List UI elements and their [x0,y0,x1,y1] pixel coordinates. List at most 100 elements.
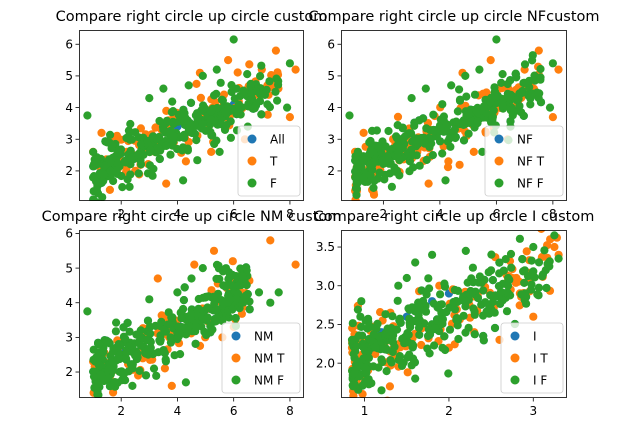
data-point-i-f [388,334,397,343]
data-point-i-f [415,303,424,312]
data-point-f [263,100,272,109]
data-point-nm-f [143,316,153,325]
data-point-nm-t [266,236,275,245]
x-tick-label: 6 [230,404,238,418]
data-point-nm-f [174,322,183,332]
data-point-f [134,169,143,178]
data-point-f [123,175,132,184]
data-point-nf-t [444,157,453,166]
data-point-nf-t [455,160,464,169]
data-point-i-f [495,269,504,278]
data-point-i-f [411,374,420,383]
y-tick-label: 4 [65,296,73,310]
data-point-f [193,156,202,165]
data-point-nf-f [487,93,496,102]
y-tick-label: 2 [327,164,335,178]
legend-label: I T [533,351,548,365]
data-point-i-f [487,266,496,275]
data-point-nf-f [459,136,469,145]
data-point-i-f [473,293,483,303]
data-point-nm-f [96,370,105,379]
data-point-i-f [382,367,391,376]
data-point-nm-f [157,317,166,326]
data-point-nf-f [473,117,482,126]
data-point-i-f [452,315,461,324]
data-point-i-t [417,340,426,350]
data-point-nf-f [380,175,389,184]
data-point-f [247,89,256,98]
data-point-nm-f [125,327,134,336]
data-point-i-f [378,357,387,367]
data-point-nf-f [430,127,439,136]
data-point-nm-f [143,335,152,344]
data-point-f [274,77,283,86]
legend-label: NM [254,329,273,343]
data-point-f [100,161,110,170]
data-point-i-f [400,338,410,347]
data-point-nm-f [186,310,196,319]
data-point-nm-f [160,325,169,334]
y-tick-label: 6 [65,37,73,51]
data-point-f [159,84,168,93]
data-point-nf-f [478,147,487,156]
data-point-i-f [424,274,433,283]
data-point-nm-f [228,305,237,314]
y-tick-label: 2 [65,164,73,178]
legend-marker [247,156,257,166]
y-tick-label: 3 [327,132,335,146]
x-tick-label: 2 [445,404,453,418]
data-point-nf-f [472,107,481,116]
data-point-nf-f [421,84,430,93]
data-point-i-f [461,302,470,311]
data-point-f [118,183,127,192]
data-point-t [181,157,190,166]
data-point-i-f [356,312,365,321]
data-point-nf-f [422,124,431,133]
data-point-i-f [527,285,536,294]
data-point-f [215,147,224,156]
data-point-i-f [479,311,488,320]
data-point-i-f [411,258,420,267]
x-tick-label: 2 [380,207,388,221]
x-tick-label: 4 [436,207,444,221]
data-point-i-t [403,368,412,377]
data-point-f [103,138,112,147]
data-point-f [273,96,282,105]
data-point-nf-f [383,152,392,161]
data-point-nm-f [181,324,190,333]
data-point-i-f [410,358,419,367]
data-point-nm-f [149,364,159,373]
data-point-i-f [415,315,424,324]
data-point-f [256,72,265,81]
data-point-nm-f [145,345,154,355]
data-point-f [168,117,178,126]
data-point-i-f [490,323,500,333]
data-point-nf-f [455,95,465,104]
data-point-f [218,96,227,105]
data-point-f [134,150,143,159]
data-point-f [159,125,168,134]
data-point-i-f [395,314,404,323]
data-point-nf-f [526,100,535,109]
data-point-i-f [371,343,380,352]
data-point-i-f [470,330,479,339]
data-point-nm-f [181,378,190,387]
data-point-i-f [347,335,357,344]
data-point-f [257,61,266,70]
data-point-i-f [348,319,357,328]
data-point-nf-f [492,35,501,44]
data-point-i-f [507,263,516,272]
data-point-nm-f [232,295,241,304]
data-point-nf-t [393,112,403,121]
data-point-i-f [362,376,371,385]
x-tick-label: 2 [117,207,125,221]
data-point-nf-f [475,65,484,74]
data-point-nm-f [180,283,189,292]
data-point-nf-f [366,146,375,155]
data-point-nm-f [175,329,184,338]
legend-marker [247,134,257,144]
data-point-f [230,94,239,103]
legend-label: NF T [517,154,545,168]
legend-label: F [270,176,277,190]
data-point-nm-f [202,330,211,340]
